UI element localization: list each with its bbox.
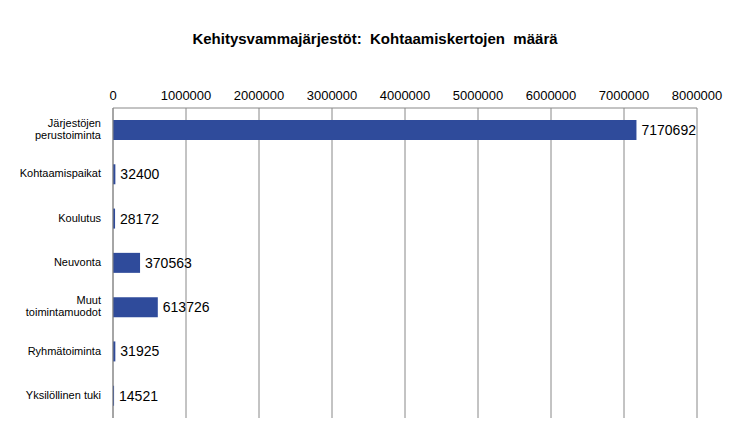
svg-text:5000000: 5000000 xyxy=(453,88,504,103)
svg-text:2000000: 2000000 xyxy=(234,88,285,103)
svg-text:Koulutus: Koulutus xyxy=(58,212,101,224)
svg-text:370563: 370563 xyxy=(145,255,192,271)
svg-text:32400: 32400 xyxy=(120,166,159,182)
svg-text:Neuvonta: Neuvonta xyxy=(54,256,102,268)
svg-text:3000000: 3000000 xyxy=(307,88,358,103)
svg-text:Järjestöjenperustoiminta: Järjestöjenperustoiminta xyxy=(35,117,102,141)
svg-text:Kohtaamispaikat: Kohtaamispaikat xyxy=(20,167,101,179)
svg-text:0: 0 xyxy=(109,88,116,103)
svg-text:6000000: 6000000 xyxy=(526,88,577,103)
svg-text:31925: 31925 xyxy=(120,343,159,359)
svg-text:8000000: 8000000 xyxy=(672,88,723,103)
svg-text:7170692: 7170692 xyxy=(641,122,696,138)
svg-text:28172: 28172 xyxy=(120,211,159,227)
svg-text:4000000: 4000000 xyxy=(380,88,431,103)
html-text:Kehitysvammajärjestöt: Kohtaam: Kehitysvammajärjestöt: Kohtaamiskertojen… xyxy=(192,30,558,47)
svg-text:613726: 613726 xyxy=(163,299,210,315)
svg-text:7000000: 7000000 xyxy=(599,88,650,103)
svg-text:1000000: 1000000 xyxy=(161,88,212,103)
svg-text:14521: 14521 xyxy=(119,388,158,404)
svg-text:Muuttoimintamuodot: Muuttoimintamuodot xyxy=(26,294,101,318)
svg-text:Yksilöllinen tuki: Yksilöllinen tuki xyxy=(26,389,101,401)
svg-text:Ryhmätoiminta: Ryhmätoiminta xyxy=(28,344,102,356)
